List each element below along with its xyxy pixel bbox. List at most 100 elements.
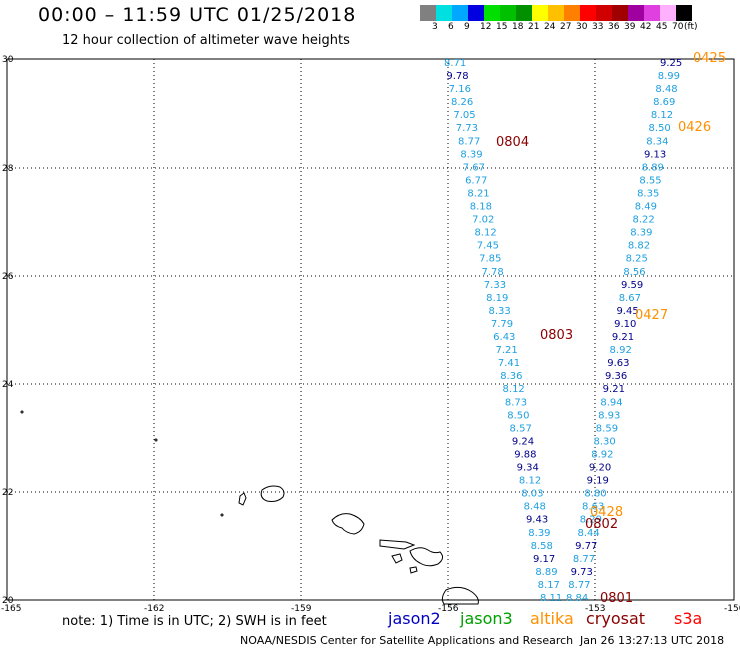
wave-height-label: 8.56 <box>623 267 645 278</box>
color-scale-label: 3 <box>432 22 438 32</box>
wave-height-label: 8.92 <box>610 345 632 356</box>
track-west: 8.71 9.78 7.16 8.26 7.05 7.73 8.77 8.39 7.67 6.77… <box>444 58 562 604</box>
color-swatch <box>628 5 644 21</box>
wave-height-label: 8.55 <box>639 175 661 186</box>
wave-height-label: 8.39 <box>630 228 652 239</box>
wave-height-label: 8.77 <box>568 580 590 591</box>
wave-height-label: 8.12 <box>519 476 541 487</box>
wave-height-label: 8.33 <box>488 306 510 317</box>
legend-jason3: jason3 <box>460 609 513 628</box>
color-swatch <box>676 5 692 21</box>
legend-s3a: s3a <box>674 609 703 628</box>
wave-height-label: 8.36 <box>500 371 522 382</box>
legend-altika: altika <box>530 609 574 628</box>
wave-height-label: 9.13 <box>644 149 666 160</box>
wave-height-label: 8.94 <box>600 397 622 408</box>
color-swatch <box>500 5 516 21</box>
wave-height-label: 7.33 <box>484 280 506 291</box>
wave-height-label: 9.45 <box>616 306 638 317</box>
wave-height-label: 8.89 <box>535 567 557 578</box>
color-swatch <box>564 5 580 21</box>
lat-label: 30 <box>2 55 14 65</box>
wave-height-label: 8.18 <box>470 202 492 213</box>
island-niihau <box>238 492 247 506</box>
island-oahu <box>331 513 365 535</box>
wave-height-label: 9.59 <box>621 280 643 291</box>
legend-cryosat: cryosat <box>586 609 646 628</box>
wave-height-label: 7.05 <box>453 110 475 121</box>
color-scale-label: 42 <box>640 22 652 32</box>
wave-height-label: 8.12 <box>474 228 496 239</box>
color-scale-label: 70 <box>672 22 684 32</box>
wave-height-label: 8.50 <box>507 410 529 421</box>
island-molokai <box>379 539 416 550</box>
wave-height-label: 9.17 <box>533 554 555 565</box>
color-scale-label: 45 <box>656 22 668 32</box>
wave-height-label: 8.69 <box>653 97 675 108</box>
wave-height-label: 7.02 <box>472 215 494 226</box>
wave-height-label: 8.48 <box>655 84 677 95</box>
island-maui <box>409 547 444 567</box>
wave-height-label: 8.34 <box>646 136 668 147</box>
footer-credit: NOAA/NESDIS Center for Satellite Applica… <box>240 634 574 647</box>
color-swatch <box>516 5 532 21</box>
color-swatch <box>532 5 548 21</box>
wave-height-label: 8.50 <box>649 123 671 134</box>
color-scale <box>420 5 692 21</box>
wave-height-label: 8.12 <box>503 384 525 395</box>
legend-jason2: jason2 <box>388 609 441 628</box>
color-swatch <box>580 5 596 21</box>
color-scale-label: 27 <box>560 22 572 32</box>
wave-height-label: 9.63 <box>607 358 629 369</box>
color-scale-label: (ft) <box>684 22 698 32</box>
color-scale-label: 30 <box>576 22 588 32</box>
wave-height-label: 7.79 <box>491 319 513 330</box>
wave-height-label: 8.49 <box>635 202 657 213</box>
pass-label: 0428 <box>590 505 623 520</box>
wave-height-label: 9.73 <box>571 567 593 578</box>
wave-height-label: 8.93 <box>598 410 620 421</box>
color-scale-label: 9 <box>464 22 470 32</box>
wave-height-label: 8.77 <box>573 554 595 565</box>
color-scale-label: 18 <box>512 22 524 32</box>
island-hawaii <box>441 586 479 605</box>
wave-height-label: 9.21 <box>612 332 634 343</box>
wave-height-label: 8.84 <box>566 593 588 604</box>
page-title: 00:00 – 11:59 UTC 01/25/2018 <box>38 4 357 26</box>
pass-label: 0427 <box>635 308 668 323</box>
island-lanai <box>391 553 403 564</box>
wave-height-label: 8.99 <box>658 71 680 82</box>
wave-height-label: 9.43 <box>526 515 548 526</box>
wave-height-label: 8.21 <box>467 188 489 199</box>
lat-label: 28 <box>2 164 14 174</box>
wave-height-label: 8.80 <box>584 489 606 500</box>
island-kauai <box>260 485 285 502</box>
wave-height-label: 7.67 <box>463 162 485 173</box>
wave-height-label: 8.71 <box>444 58 466 69</box>
pass-labels: 0425 0426 0427 0428 0804 0803 0802 0801 <box>496 51 726 606</box>
wave-height-label: 9.21 <box>603 384 625 395</box>
footer-note: note: 1) Time is in UTC; 2) SWH is in fe… <box>62 614 327 629</box>
wave-height-label: 9.24 <box>512 436 534 447</box>
wave-height-label: 8.30 <box>594 436 616 447</box>
track-east: 9.25 8.99 8.48 8.69 8.12 8.50 8.34 9.13 8.89 8.55… <box>566 58 682 604</box>
lat-label: 24 <box>2 380 14 390</box>
island-dot <box>154 438 158 442</box>
wave-height-label: 8.39 <box>528 528 550 539</box>
pass-label: 0425 <box>693 51 726 66</box>
wave-height-label: 9.77 <box>575 541 597 552</box>
pass-label: 0804 <box>496 135 529 150</box>
wave-height-label: 9.10 <box>614 319 636 330</box>
wave-height-label: 9.78 <box>446 71 468 82</box>
wave-height-label: 8.25 <box>626 254 648 265</box>
wave-height-label: 9.88 <box>514 449 536 460</box>
wave-height-label: 6.43 <box>493 332 515 343</box>
wave-height-label: 8.29 <box>580 515 602 526</box>
color-scale-label: 15 <box>496 22 508 32</box>
wave-height-label: 8.03 <box>521 489 543 500</box>
color-scale-label: 33 <box>592 22 604 32</box>
wave-height-label: 8.82 <box>628 241 650 252</box>
wave-height-label: 7.41 <box>498 358 520 369</box>
wave-height-label: 7.21 <box>496 345 518 356</box>
pass-label: 0801 <box>600 591 633 606</box>
